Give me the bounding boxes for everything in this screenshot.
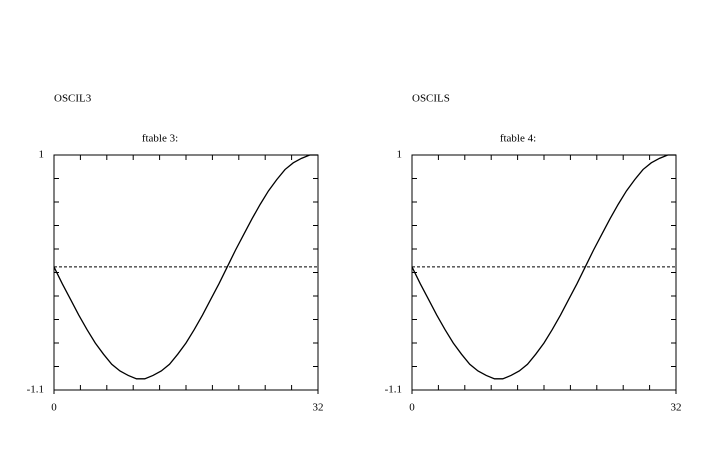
- y-tick-label: -1.1: [385, 384, 402, 396]
- chart-title: ftable 3:: [142, 133, 178, 145]
- x-tick-label: 32: [671, 402, 682, 414]
- y-tick-label: 1: [39, 149, 45, 161]
- curve: [53, 154, 318, 380]
- chart-label: OSCILS: [412, 93, 450, 105]
- chart-title: ftable 4:: [500, 133, 536, 145]
- x-tick-label: 0: [409, 402, 415, 414]
- curve: [411, 154, 676, 380]
- x-tick-label: 32: [313, 402, 324, 414]
- plot-frame: [411, 154, 677, 391]
- plot-frame: [53, 154, 319, 391]
- y-tick-label: -1.1: [27, 384, 44, 396]
- x-tick-label: 0: [51, 402, 57, 414]
- chart-label: OSCIL3: [54, 93, 92, 105]
- y-tick-label: 1: [397, 149, 403, 161]
